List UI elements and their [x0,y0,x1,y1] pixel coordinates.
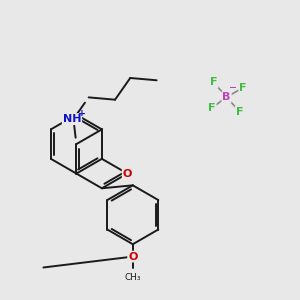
Text: F: F [208,103,216,113]
Text: F: F [210,77,218,87]
Text: F: F [236,106,243,117]
Text: O: O [128,252,137,262]
Text: −: − [229,83,237,92]
Text: O: O [123,169,132,178]
Text: F: F [239,83,247,93]
Text: B: B [222,92,231,102]
Text: CH₃: CH₃ [124,273,141,282]
Text: NH: NH [63,114,81,124]
Text: +: + [78,109,86,118]
